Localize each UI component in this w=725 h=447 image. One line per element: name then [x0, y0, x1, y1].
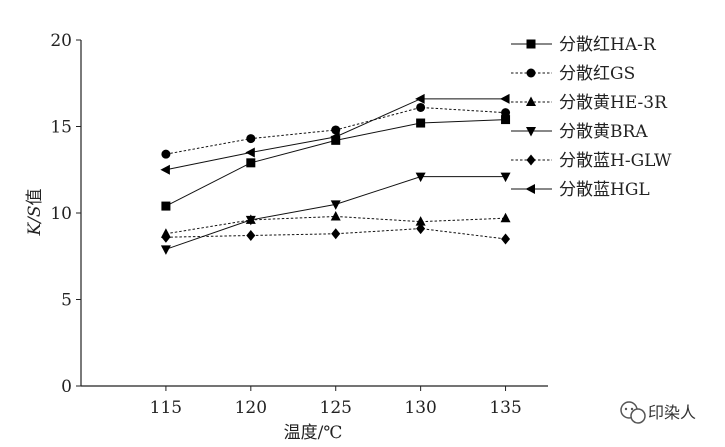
axes: 115 120 125 130 135 0 5 10 15 20	[50, 31, 548, 418]
data-point	[416, 102, 426, 112]
series-1	[161, 115, 511, 211]
y-tick-label: 15	[50, 118, 72, 138]
series-4	[160, 172, 511, 255]
data-point	[501, 108, 511, 118]
x-tick-label: 125	[320, 398, 352, 418]
data-point	[331, 228, 341, 240]
legend-item: 分散黄HE-3R	[511, 93, 668, 113]
legend-marker	[526, 96, 536, 106]
legend-marker	[526, 68, 536, 78]
data-point	[501, 115, 511, 125]
x-tick-label: 115	[150, 398, 182, 418]
legend-marker	[525, 184, 535, 194]
data-point	[330, 200, 341, 210]
series-layer	[160, 93, 511, 255]
data-point	[330, 131, 340, 142]
legend-label: 分散红HA-R	[559, 35, 657, 55]
legend-label: 分散黄BRA	[559, 122, 648, 142]
legend-label: 分散红GS	[559, 64, 635, 84]
data-point	[245, 215, 256, 226]
data-point	[161, 149, 171, 159]
data-point	[500, 93, 510, 104]
data-point	[416, 118, 426, 128]
data-point	[245, 147, 255, 158]
data-point	[160, 245, 171, 255]
legend-item: 分散红GS	[511, 64, 635, 84]
y-tick-label: 10	[50, 204, 72, 224]
data-point	[331, 135, 341, 145]
legend: 分散红HA-R 分散红GS 分散黄HE-3R 分散黄BRA 分散蓝H-GLW 分散蓝HGL	[511, 35, 672, 200]
data-point	[246, 134, 256, 144]
data-point	[500, 172, 511, 183]
data-point	[415, 93, 425, 104]
legend-label: 分散蓝H-GLW	[559, 151, 672, 171]
legend-marker	[526, 127, 536, 137]
data-point	[331, 125, 341, 135]
legend-label: 分散黄HE-3R	[559, 93, 668, 113]
y-axis-label-suffix: 值	[25, 188, 45, 205]
legend-label: 分散蓝HGL	[559, 180, 650, 200]
x-tick-label: 135	[489, 398, 521, 418]
series-6	[160, 93, 510, 175]
data-point	[330, 210, 341, 221]
data-point	[500, 212, 511, 223]
watermark-text: 印染人	[648, 403, 696, 422]
data-point	[415, 172, 426, 183]
y-axis-label-ks: K/S	[25, 205, 45, 236]
legend-item: 分散蓝HGL	[511, 180, 650, 200]
data-point	[161, 231, 171, 243]
y-tick-label: 20	[50, 31, 72, 51]
legend-marker	[526, 39, 536, 49]
y-tick-label: 5	[61, 291, 72, 311]
legend-item: 分散红HA-R	[511, 35, 657, 55]
data-point	[416, 223, 426, 235]
y-tick-label: 0	[61, 377, 72, 397]
x-axis-label: 温度/℃	[284, 423, 343, 443]
y-axis-label: K/S值	[25, 188, 45, 236]
x-tick-label: 120	[235, 398, 267, 418]
series-5	[161, 223, 511, 245]
legend-marker	[526, 154, 536, 166]
data-point	[501, 233, 511, 245]
data-point	[160, 164, 170, 175]
legend-item: 分散蓝H-GLW	[511, 151, 672, 171]
wechat-icon	[620, 401, 646, 424]
data-point	[246, 229, 256, 241]
data-point	[161, 201, 171, 211]
x-tick-label: 130	[404, 398, 436, 418]
watermark: 印染人	[620, 401, 696, 424]
data-point	[246, 158, 256, 168]
legend-item: 分散黄BRA	[511, 122, 648, 142]
series-2	[161, 102, 511, 159]
data-point	[415, 216, 426, 226]
